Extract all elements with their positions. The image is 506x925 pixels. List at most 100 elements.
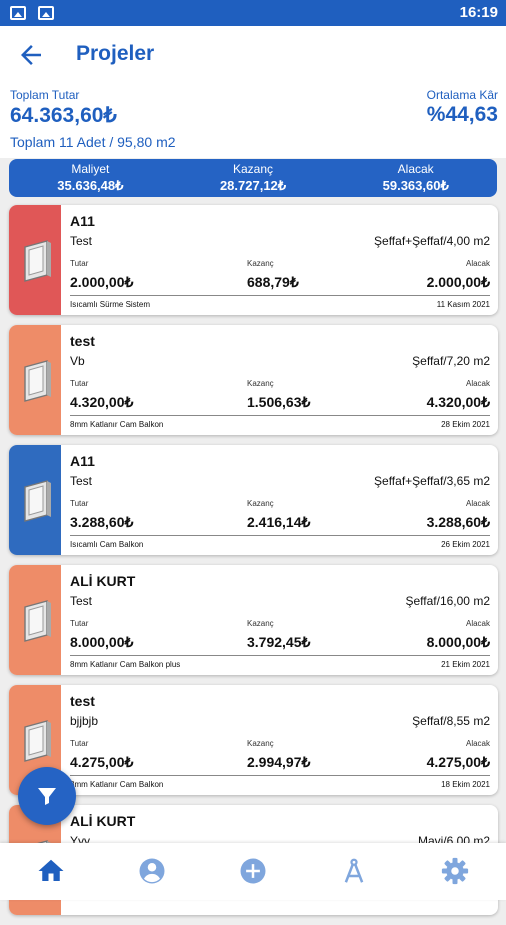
alacak-value: 2.000,00₺ xyxy=(426,274,490,290)
gear-icon[interactable] xyxy=(440,856,470,886)
tutar-value: 4.320,00₺ xyxy=(70,394,134,410)
alacak-label: Alacak xyxy=(465,499,490,508)
divider xyxy=(70,295,490,296)
divider xyxy=(70,655,490,656)
receivable-total: Alacak 59.363,60₺ xyxy=(334,159,497,197)
filter-icon xyxy=(38,788,56,805)
tutar-value: 3.288,60₺ xyxy=(70,514,134,530)
cost-label: Maliyet xyxy=(71,162,110,176)
project-description: Test xyxy=(70,594,93,608)
system-name: 8mm Katlanır Cam Balkon xyxy=(70,780,164,789)
alacak-label: Alacak xyxy=(465,259,490,268)
kazanc-value: 3.792,45₺ xyxy=(247,634,311,650)
average-profit-label: Ortalama Kâr xyxy=(426,88,498,102)
add-circle-icon[interactable] xyxy=(238,856,268,886)
project-date: 26 Ekim 2021 xyxy=(441,540,490,549)
profit-value: 28.727,12₺ xyxy=(219,178,287,193)
tutar-value: 8.000,00₺ xyxy=(70,634,134,650)
divider xyxy=(70,535,490,536)
kazanc-value: 2.416,14₺ xyxy=(247,514,311,530)
receivable-value: 59.363,60₺ xyxy=(382,178,449,193)
kazanc-label: Kazanç xyxy=(247,619,274,628)
project-date: 28 Ekim 2021 xyxy=(441,420,490,429)
user-icon[interactable] xyxy=(137,856,167,886)
glass-area: Şeffaf+Şeffaf/3,65 m2 xyxy=(374,474,490,488)
cost-value: 35.636,48₺ xyxy=(57,178,124,193)
window-product-image xyxy=(24,360,51,402)
project-card[interactable]: test bjjbjb Şeffaf/8,55 m2 Tutar 4.275,00₺ Ka… xyxy=(9,685,498,795)
arrow-left-icon[interactable] xyxy=(16,40,46,70)
alacak-label: Alacak xyxy=(465,379,490,388)
summary-panel: Toplam Tutar 64.363,60₺ Ortalama Kâr %44… xyxy=(0,86,506,158)
alacak-value: 4.320,00₺ xyxy=(426,394,490,410)
profit-total: Kazanç 28.727,12₺ xyxy=(172,159,335,197)
project-description: bjjbjb xyxy=(70,714,99,728)
glass-area: Şeffaf/7,20 m2 xyxy=(412,354,490,368)
total-count-text: Toplam 11 Adet / 95,80 m2 xyxy=(10,134,176,150)
filter-button[interactable] xyxy=(18,767,76,825)
home-icon[interactable] xyxy=(36,856,66,886)
glass-area: Şeffaf/16,00 m2 xyxy=(405,594,490,608)
average-profit-value: %44,63 xyxy=(426,103,498,126)
window-product-image xyxy=(24,720,51,762)
system-name: 8mm Katlanır Cam Balkon xyxy=(70,420,164,429)
system-name: 8mm Katlanır Cam Balkon plus xyxy=(70,660,181,669)
kazanc-label: Kazanç xyxy=(247,379,274,388)
project-card[interactable]: test Vb Şeffaf/7,20 m2 Tutar 4.320,00₺ Kazanç… xyxy=(9,325,498,435)
alacak-value: 4.275,00₺ xyxy=(426,754,490,770)
total-amount-label: Toplam Tutar xyxy=(10,88,80,102)
project-card[interactable]: A11 Test Şeffaf+Şeffaf/3,65 m2 Tutar 3.288,6… xyxy=(9,445,498,555)
kazanc-label: Kazanç xyxy=(247,259,274,268)
project-description: Vb xyxy=(70,354,85,368)
alacak-value: 3.288,60₺ xyxy=(426,514,490,530)
glass-area: Şeffaf/8,55 m2 xyxy=(412,714,490,728)
totals-bar: Maliyet 35.636,48₺ Kazanç 28.727,12₺ Ala… xyxy=(9,159,497,197)
page-title: Projeler xyxy=(76,42,155,65)
window-product-image xyxy=(24,240,51,282)
total-amount-value: 64.363,60₺ xyxy=(10,104,117,127)
kazanc-label: Kazanç xyxy=(247,499,274,508)
project-description: Test xyxy=(70,474,93,488)
alacak-label: Alacak xyxy=(465,739,490,748)
tutar-label: Tutar xyxy=(70,739,89,748)
project-card[interactable]: A11 Test Şeffaf+Şeffaf/4,00 m2 Tutar 2.000,0… xyxy=(9,205,498,315)
project-date: 21 Ekim 2021 xyxy=(441,660,490,669)
receivable-label: Alacak xyxy=(397,162,434,176)
project-name: A11 xyxy=(70,453,95,469)
kazanc-value: 2.994,97₺ xyxy=(247,754,311,770)
window-product-image xyxy=(24,600,51,642)
cost-total: Maliyet 35.636,48₺ xyxy=(9,159,172,197)
tutar-label: Tutar xyxy=(70,619,89,628)
tutar-label: Tutar xyxy=(70,499,89,508)
tutar-label: Tutar xyxy=(70,379,89,388)
project-list: A11 Test Şeffaf+Şeffaf/4,00 m2 Tutar 2.000,0… xyxy=(9,205,498,925)
divider xyxy=(70,415,490,416)
divider xyxy=(70,775,490,776)
image-icon xyxy=(10,6,26,20)
tutar-value: 4.275,00₺ xyxy=(70,754,134,770)
project-date: 18 Ekim 2021 xyxy=(441,780,490,789)
project-date: 11 Kasım 2021 xyxy=(436,300,490,309)
project-name: A11 xyxy=(70,213,95,229)
compass-icon[interactable] xyxy=(339,856,369,886)
project-name: test xyxy=(70,693,95,709)
window-product-image xyxy=(24,480,51,522)
alacak-value: 8.000,00₺ xyxy=(426,634,490,650)
project-description: Test xyxy=(70,234,93,248)
app-bar: Projeler xyxy=(0,26,506,86)
status-bar: 16:19 xyxy=(0,0,506,26)
kazanc-value: 688,79₺ xyxy=(247,274,299,290)
image-icon xyxy=(38,6,54,20)
project-name: test xyxy=(70,333,95,349)
alacak-label: Alacak xyxy=(465,619,490,628)
profit-label: Kazanç xyxy=(232,162,274,176)
project-card[interactable]: ALİ KURT Test Şeffaf/16,00 m2 Tutar 8.000,00… xyxy=(9,565,498,675)
project-name: ALİ KURT xyxy=(70,813,136,829)
bottom-navigation xyxy=(0,843,506,900)
kazanc-label: Kazanç xyxy=(247,739,274,748)
tutar-value: 2.000,00₺ xyxy=(70,274,134,290)
system-name: Isıcamlı Sürme Sistem xyxy=(70,300,151,309)
system-name: Isıcamlı Cam Balkon xyxy=(70,540,144,549)
kazanc-value: 1.506,63₺ xyxy=(247,394,311,410)
tutar-label: Tutar xyxy=(70,259,89,268)
